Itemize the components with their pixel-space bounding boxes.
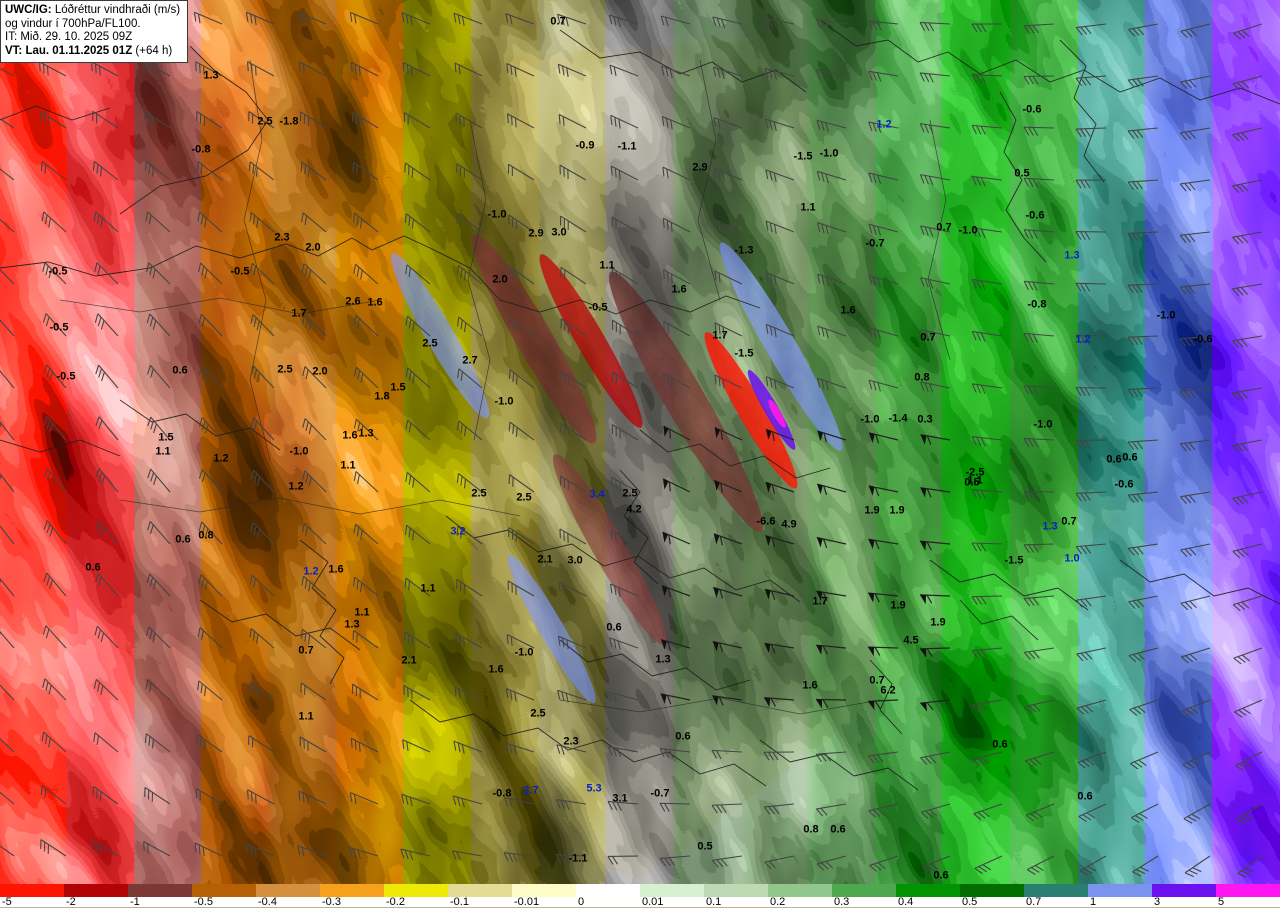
- border-overlay: [59, 59, 951, 715]
- colorbar-swatch: [960, 884, 1024, 897]
- colorbar-swatch: [320, 884, 384, 897]
- colorbar-swatch: [256, 884, 320, 897]
- colorbar-tick: -0.5: [194, 896, 213, 908]
- colorbar-tick: 3: [1154, 896, 1161, 908]
- colorbar-tick: -0.2: [386, 896, 405, 908]
- colorbar-tick: 0.7: [1026, 896, 1042, 908]
- colorbar-tick: 0.2: [770, 896, 786, 908]
- product-variable: Lóðréttur vindhraði (m/s): [51, 4, 181, 16]
- chart-title-box: UWC/IG: Lóðréttur vindhraði (m/s) og vin…: [0, 0, 189, 63]
- colorbar-tick: 0.1: [706, 896, 722, 908]
- colorbar-swatch: [768, 884, 832, 897]
- valid-time-line: VT: Lau. 01.11.2025 01Z (+64 h): [5, 45, 180, 59]
- valid-time-label: VT: Lau. 01.11.2025 01Z: [5, 44, 133, 57]
- colorbar-tick: 0.3: [834, 896, 850, 908]
- forecast-hour-label: (+64 h): [132, 44, 173, 57]
- init-time-line: IT: Mið. 29. 10. 2025 09Z: [5, 31, 133, 43]
- colorbar-tick: -0.4: [258, 896, 277, 908]
- colorbar-swatch: [384, 884, 448, 897]
- map-canvas[interactable]: 0.7 1.3 2.5 -1.8 -0.8 -0.9 -1.1 2.9 -1.5 -1.0 1.2-…: [0, 0, 1280, 884]
- colorbar-tick: -5: [2, 896, 12, 908]
- colorbar-swatch: [1152, 884, 1216, 897]
- colorbar-swatch: [640, 884, 704, 897]
- colorbar-tick: 0.5: [962, 896, 978, 908]
- colorbar-tick: -2: [66, 896, 76, 908]
- colorbar-tick-labels: -5 -2 -1 -0.5 -0.4 -0.3 -0.2 -0.1 -0.01 0 0.01 0.1 0…: [0, 897, 1280, 908]
- colorbar-tick: 5: [1218, 896, 1225, 908]
- colorbar: -5 -2 -1 -0.5 -0.4 -0.3 -0.2 -0.1 -0.01 0 0.01 0.1 0…: [0, 884, 1280, 908]
- colorbar-swatch: [448, 884, 512, 897]
- colorbar-swatch: [576, 884, 640, 897]
- colorbar-swatch: [704, 884, 768, 897]
- colorbar-swatch: [896, 884, 960, 897]
- colorbar-tick: 0.4: [898, 896, 914, 908]
- colorbar-tick: 0.01: [642, 896, 664, 908]
- colorbar-swatch: [832, 884, 896, 897]
- product-code: UWC/IG:: [5, 4, 52, 16]
- field-fine-texture: [0, 0, 1280, 884]
- coastline-overlay: [0, 19, 1280, 791]
- colorbar-swatch: [128, 884, 192, 897]
- colorbar-tick: -0.3: [322, 896, 341, 908]
- colorbar-swatches: [0, 884, 1280, 897]
- colorbar-swatch: [1024, 884, 1088, 897]
- colorbar-swatch: [512, 884, 576, 897]
- colorbar-tick: 0: [578, 896, 585, 908]
- colorbar-tick: 1: [1090, 896, 1097, 908]
- vertical-velocity-field: [0, 0, 1280, 884]
- colorbar-swatch: [64, 884, 128, 897]
- title-line-1: UWC/IG: Lóðréttur vindhraði (m/s): [5, 4, 180, 18]
- colorbar-swatch: [1216, 884, 1280, 897]
- title-line-2: og vindur í 700hPa/FL100.: [5, 17, 141, 30]
- colorbar-tick: -1: [130, 896, 140, 908]
- colorbar-swatch: [0, 884, 64, 897]
- colorbar-swatch: [192, 884, 256, 897]
- colorbar-swatch: [1088, 884, 1152, 897]
- colorbar-tick: -0.01: [514, 896, 540, 908]
- colorbar-tick: -0.1: [450, 896, 469, 908]
